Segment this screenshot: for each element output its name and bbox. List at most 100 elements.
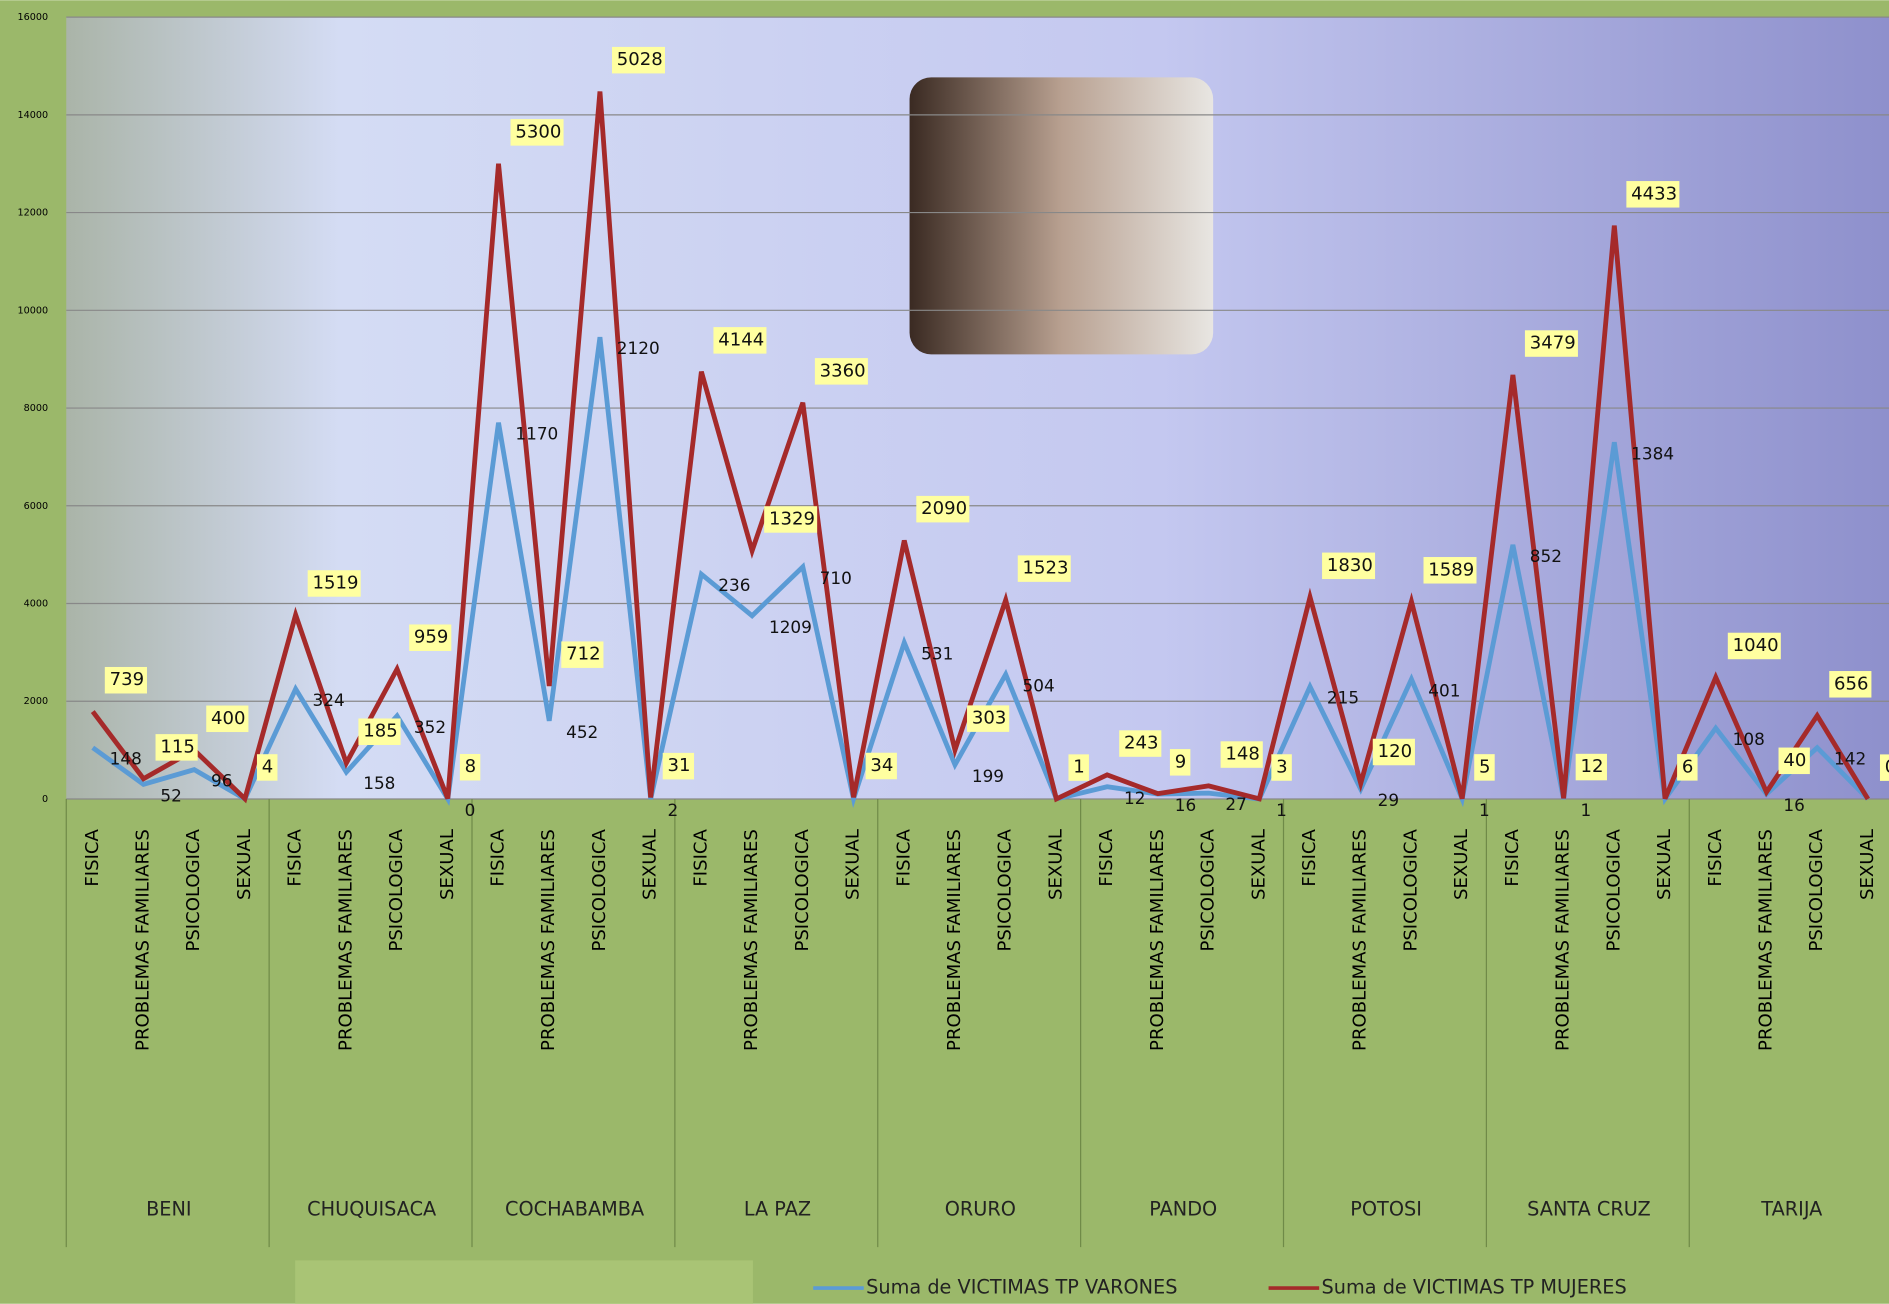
chart: 0200040006000800010000120001400016000FIS… <box>0 0 1889 1304</box>
data-label: 148 <box>1225 744 1259 765</box>
x-tick-label: SEXUAL <box>437 829 458 900</box>
data-label: 40 <box>1783 750 1806 771</box>
y-tick-label: 8000 <box>24 403 48 414</box>
group-label: PANDO <box>1149 1197 1217 1220</box>
x-tick-label: PROBLEMAS FAMILIARES <box>1553 829 1574 1051</box>
data-label: 108 <box>1733 729 1765 749</box>
y-tick-label: 10000 <box>18 305 49 316</box>
data-label: 8 <box>465 756 477 777</box>
data-label: 712 <box>566 644 600 665</box>
legend-label: Suma de VICTIMAS TP VARONES <box>866 1276 1177 1299</box>
data-label: 3 <box>1276 757 1288 778</box>
data-label: 2 <box>668 800 679 820</box>
data-label: 1209 <box>769 617 812 637</box>
data-label: 5028 <box>617 49 663 70</box>
data-label: 1 <box>1479 800 1490 820</box>
data-label: 5 <box>1479 756 1491 777</box>
x-tick-label: PSICOLOGICA <box>1400 828 1421 951</box>
y-tick-label: 12000 <box>18 208 49 219</box>
group-label: COCHABAMBA <box>505 1197 645 1220</box>
group-label: BENI <box>146 1197 191 1220</box>
data-label: 12 <box>1580 756 1603 777</box>
page: 0200040006000800010000120001400016000FIS… <box>0 0 1889 1304</box>
data-label: 16 <box>1175 795 1196 815</box>
data-label: 27 <box>1225 794 1246 814</box>
group-label: LA PAZ <box>744 1197 811 1220</box>
x-tick-label: PROBLEMAS FAMILIARES <box>132 829 153 1051</box>
x-tick-label: FISICA <box>488 828 509 886</box>
data-label: 1523 <box>1023 558 1069 579</box>
data-label: 504 <box>1023 675 1055 695</box>
data-label: 9 <box>1175 751 1187 772</box>
x-tick-label: SEXUAL <box>1857 829 1878 900</box>
y-tick-label: 0 <box>42 794 48 805</box>
data-label: 52 <box>160 785 181 805</box>
x-tick-label: PSICOLOGICA <box>1603 828 1624 951</box>
data-label: 2120 <box>617 338 660 358</box>
x-tick-label: FISICA <box>1299 828 1320 886</box>
data-label: 6 <box>1682 756 1694 777</box>
data-label: 303 <box>972 708 1006 729</box>
data-label: 12 <box>1124 788 1145 808</box>
x-tick-label: PSICOLOGICA <box>1806 828 1827 951</box>
data-label: 852 <box>1530 546 1562 566</box>
x-tick-label: PROBLEMAS FAMILIARES <box>1755 829 1776 1051</box>
group-label: CHUQUISACA <box>307 1197 437 1220</box>
x-tick-label: PSICOLOGICA <box>589 828 610 951</box>
data-label: 142 <box>1834 749 1866 769</box>
x-tick-label: SEXUAL <box>640 829 661 900</box>
legend-box <box>295 1260 753 1303</box>
photo <box>910 77 1214 354</box>
x-tick-label: PSICOLOGICA <box>1198 828 1219 951</box>
x-tick-label: FISICA <box>285 828 306 886</box>
x-tick-label: FISICA <box>893 828 914 886</box>
data-label: 4144 <box>718 329 764 350</box>
data-label: 2090 <box>921 498 967 519</box>
x-tick-label: PROBLEMAS FAMILIARES <box>1147 829 1168 1051</box>
x-tick-label: PSICOLOGICA <box>386 828 407 951</box>
x-tick-label: FISICA <box>1705 828 1726 886</box>
data-label: 1589 <box>1428 559 1474 580</box>
y-tick-label: 2000 <box>24 696 48 707</box>
x-tick-label: SEXUAL <box>1451 829 1472 900</box>
data-label: 656 <box>1834 673 1868 694</box>
data-label: 400 <box>211 708 245 729</box>
x-tick-label: FISICA <box>1502 828 1523 886</box>
x-tick-label: PSICOLOGICA <box>792 828 813 951</box>
data-label: 1830 <box>1327 555 1373 576</box>
data-label: 243 <box>1124 733 1158 754</box>
x-tick-label: SEXUAL <box>843 829 864 900</box>
data-label: 120 <box>1378 741 1412 762</box>
data-label: 96 <box>211 771 232 791</box>
x-tick-label: FISICA <box>690 828 711 886</box>
data-label: 0 <box>1885 757 1889 778</box>
data-label: 185 <box>363 721 397 742</box>
group-label: POTOSI <box>1350 1197 1422 1220</box>
y-tick-label: 4000 <box>24 599 48 610</box>
data-label: 3360 <box>820 360 866 381</box>
data-label: 31 <box>668 755 691 776</box>
x-tick-label: PROBLEMAS FAMILIARES <box>741 829 762 1051</box>
data-label: 4 <box>262 756 274 777</box>
y-tick-label: 16000 <box>18 12 49 23</box>
x-tick-label: PROBLEMAS FAMILIARES <box>335 829 356 1051</box>
group-label: TARIJA <box>1760 1197 1823 1220</box>
data-label: 16 <box>1783 795 1804 815</box>
data-label: 1 <box>1073 757 1085 778</box>
y-tick-label: 6000 <box>24 501 48 512</box>
data-label: 452 <box>566 722 598 742</box>
data-label: 959 <box>414 627 448 648</box>
x-tick-label: PSICOLOGICA <box>183 828 204 951</box>
x-tick-label: SEXUAL <box>1248 829 1269 900</box>
x-tick-label: FISICA <box>82 828 103 886</box>
data-label: 199 <box>972 766 1004 786</box>
group-label: ORURO <box>945 1197 1016 1220</box>
data-label: 739 <box>110 669 144 690</box>
data-label: 5300 <box>515 121 561 142</box>
data-label: 710 <box>820 568 852 588</box>
data-label: 1329 <box>769 508 815 529</box>
group-label: SANTA CRUZ <box>1527 1197 1651 1220</box>
data-label: 531 <box>921 644 953 664</box>
data-label: 1 <box>1276 800 1287 820</box>
x-tick-label: SEXUAL <box>234 829 255 900</box>
